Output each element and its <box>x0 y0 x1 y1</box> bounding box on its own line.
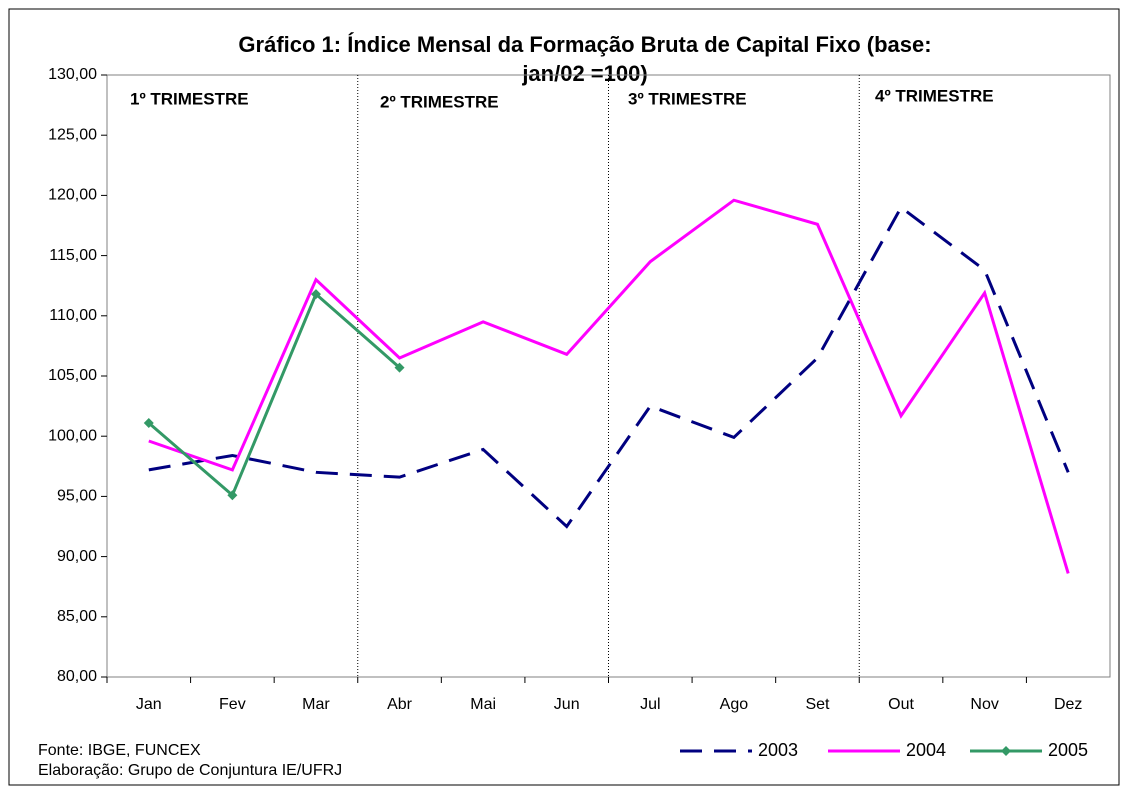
series-marker <box>227 490 238 501</box>
y-tick-label: 120,00 <box>48 187 97 204</box>
chart-title: Gráfico 1: Índice Mensal da Formação Bru… <box>238 32 931 57</box>
y-tick-label: 100,00 <box>48 427 97 444</box>
series-marker <box>394 362 405 373</box>
legend-label: 2004 <box>906 740 946 760</box>
x-tick-label: Nov <box>970 696 998 713</box>
x-tick-label: Dez <box>1054 696 1082 713</box>
quarter-label: 2º TRIMESTRE <box>380 92 499 111</box>
legend-label: 2005 <box>1048 740 1088 760</box>
x-tick-label: Mar <box>302 696 330 713</box>
x-tick-label: Abr <box>387 696 413 713</box>
y-tick-label: 110,00 <box>49 307 97 324</box>
chart-frame <box>8 8 1120 786</box>
quarter-label: 4º TRIMESTRE <box>875 86 994 105</box>
series-line <box>148 205 1070 529</box>
source-note: Elaboração: Grupo de Conjuntura IE/UFRJ <box>38 762 342 779</box>
series-marker <box>143 417 154 428</box>
y-tick-label: 85,00 <box>57 608 97 625</box>
quarter-label: 1º TRIMESTRE <box>130 89 249 108</box>
x-tick-label: Mai <box>470 696 496 713</box>
series-line <box>148 198 1070 574</box>
x-tick-label: Jul <box>640 696 660 713</box>
quarter-label: 3º TRIMESTRE <box>628 89 747 108</box>
y-tick-label: 115,00 <box>49 247 97 264</box>
x-tick-label: Set <box>805 696 830 713</box>
x-tick-label: Out <box>888 696 914 713</box>
x-tick-label: Jun <box>554 696 580 713</box>
chart-title: jan/02 =100) <box>521 61 647 86</box>
y-tick-label: 105,00 <box>48 367 97 384</box>
legend-marker <box>1001 746 1011 756</box>
x-tick-label: Ago <box>720 696 749 713</box>
x-tick-label: Fev <box>219 696 246 713</box>
y-tick-label: 95,00 <box>57 488 97 505</box>
y-tick-label: 90,00 <box>57 548 97 565</box>
y-tick-label: 80,00 <box>57 668 97 685</box>
y-tick-label: 130,00 <box>48 66 97 83</box>
y-tick-label: 125,00 <box>48 126 97 143</box>
series-line <box>147 291 401 498</box>
source-note: Fonte: IBGE, FUNCEX <box>38 742 201 759</box>
legend-label: 2003 <box>758 740 798 760</box>
x-tick-label: Jan <box>136 696 162 713</box>
series-marker <box>310 289 321 300</box>
